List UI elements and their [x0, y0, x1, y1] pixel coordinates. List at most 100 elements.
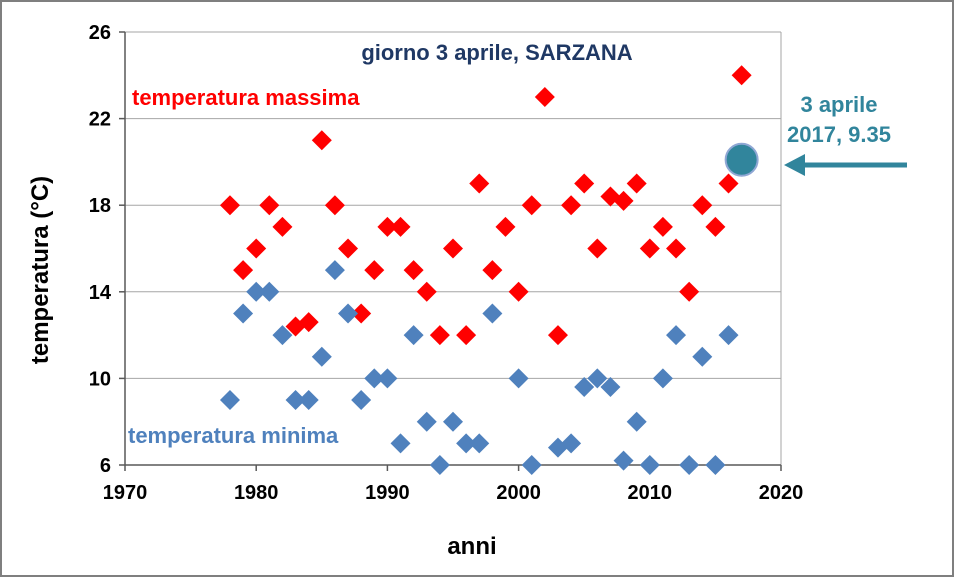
data-point-max [377, 216, 398, 237]
y-tick-label: 22 [89, 109, 111, 131]
data-point-min [390, 433, 411, 454]
data-point-min [679, 455, 700, 475]
data-point-max [679, 281, 700, 302]
highlight-layer [724, 142, 759, 177]
data-point-min [705, 455, 726, 475]
data-point-min [285, 390, 306, 411]
data-point-max [324, 195, 345, 216]
data-point-max [429, 325, 450, 346]
data-point-max [574, 173, 595, 194]
data-point-max [469, 173, 490, 194]
data-point-min [666, 325, 687, 346]
data-point-min [718, 325, 739, 346]
data-point-min [298, 390, 319, 411]
data-point-min [600, 377, 621, 398]
data-point-max [561, 195, 582, 216]
data-point-max [364, 260, 385, 281]
data-point-max [521, 195, 542, 216]
data-point-max [246, 238, 267, 259]
data-point-min [469, 433, 490, 454]
y-tick-label: 10 [89, 368, 111, 390]
x-tick-label: 1990 [365, 482, 410, 504]
data-point-max [219, 195, 240, 216]
data-point-max [259, 195, 280, 216]
data-point-min [639, 455, 660, 475]
data-point-min [626, 411, 647, 432]
data-point-min [508, 368, 529, 389]
data-point-max [547, 325, 568, 346]
arrow-icon [784, 154, 907, 176]
highlight-label-line-2: 2017, 9.35 [787, 122, 891, 147]
label-temperatura-minima: temperatura minima [128, 423, 339, 448]
data-point-min [652, 368, 673, 389]
data-point-max [666, 238, 687, 259]
data-point-max [652, 216, 673, 237]
highlight-label-line-1: 3 aprile [800, 92, 877, 117]
series-temperatura-massima [219, 65, 752, 346]
data-point-max [403, 260, 424, 281]
x-tick-label: 1980 [234, 482, 279, 504]
data-point-max [626, 173, 647, 194]
data-point-min [324, 260, 345, 281]
data-point-max [613, 190, 634, 211]
data-point-max [482, 260, 503, 281]
x-tick-label: 2020 [759, 482, 804, 504]
data-point-max [692, 195, 713, 216]
data-point-min [574, 377, 595, 398]
y-tick-label: 6 [100, 455, 111, 477]
x-axis-label: anni [447, 533, 496, 560]
data-point-max [731, 65, 752, 86]
y-tick-label: 26 [89, 22, 111, 44]
data-point-max [534, 86, 555, 107]
chart-title: giorno 3 aprile, SARZANA [361, 40, 632, 65]
data-point-max [705, 216, 726, 237]
data-point-min [219, 390, 240, 411]
data-point-max [272, 216, 293, 237]
data-point-min [692, 346, 713, 367]
data-point-max [718, 173, 739, 194]
data-point-min [521, 455, 542, 475]
data-point-min [613, 450, 634, 471]
data-point-min [429, 455, 450, 475]
data-point-max [338, 238, 359, 259]
data-point-min [311, 346, 332, 367]
y-tick-label: 18 [89, 195, 111, 217]
highlight-point [724, 142, 759, 177]
data-point-min [233, 303, 254, 324]
data-point-min [259, 281, 280, 302]
data-point-min [377, 368, 398, 389]
data-point-min [364, 368, 385, 389]
data-point-max [443, 238, 463, 259]
tick-labels: 6 10 14 18 22 26 1970 1980 1990 2000 2010 2020 [89, 22, 804, 504]
data-point-min [443, 411, 463, 432]
data-point-min [403, 325, 424, 346]
x-tick-label: 2000 [496, 482, 541, 504]
data-point-min [587, 368, 608, 389]
data-point-max [639, 238, 660, 259]
data-point-min [246, 281, 267, 302]
data-point-min [351, 390, 372, 411]
data-point-max [233, 260, 254, 281]
y-axis-label: temperatura (°C) [27, 176, 54, 364]
data-point-max [311, 130, 332, 151]
data-point-min [456, 433, 477, 454]
data-point-min [416, 411, 437, 432]
series-temperatura-minima [219, 260, 739, 475]
data-point-min [561, 433, 582, 454]
axes [119, 31, 782, 471]
data-point-max [456, 325, 477, 346]
data-point-max [298, 312, 319, 333]
label-temperatura-massima: temperatura massima [132, 85, 360, 110]
data-point-max [495, 216, 516, 237]
y-tick-label: 14 [89, 282, 112, 304]
data-point-max [416, 281, 437, 302]
x-tick-label: 2010 [628, 482, 673, 504]
data-point-min [338, 303, 359, 324]
data-point-max [390, 216, 411, 237]
data-point-min [272, 325, 293, 346]
x-tick-label: 1970 [103, 482, 148, 504]
data-point-max [587, 238, 608, 259]
data-point-min [482, 303, 503, 324]
